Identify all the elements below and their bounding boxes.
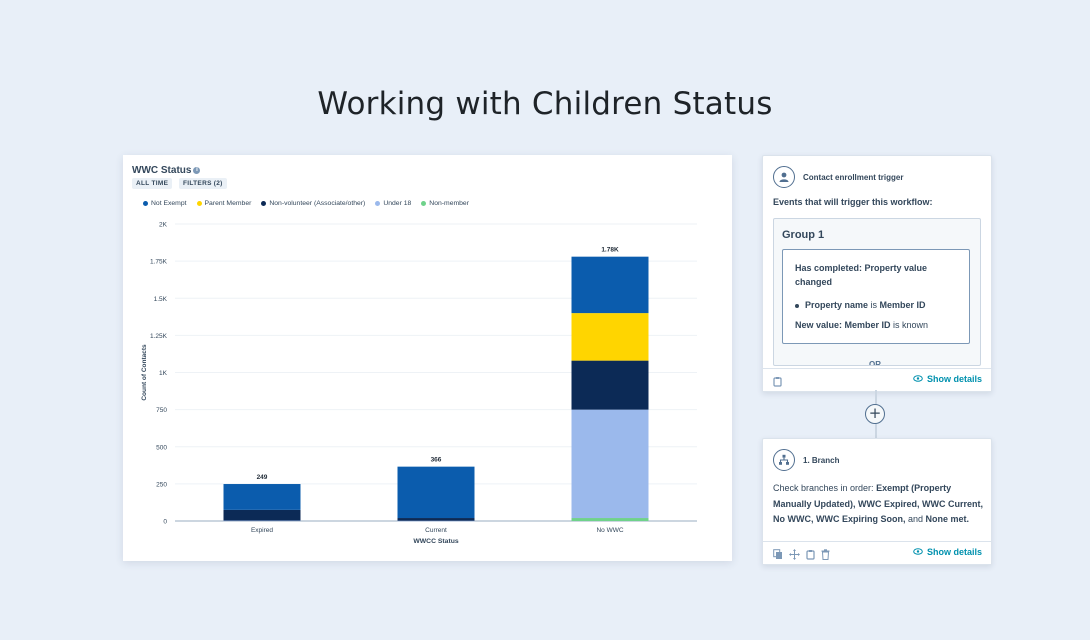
copy-icon[interactable] xyxy=(773,547,783,565)
x-tick-label: Expired xyxy=(251,527,273,534)
eye-icon xyxy=(913,547,923,557)
branch-description: Check branches in order: Exempt (Propert… xyxy=(773,483,984,524)
report-title-text: WWC Status xyxy=(132,165,192,176)
enrollment-trigger-card[interactable]: Contact enrollment trigger Events that w… xyxy=(762,155,992,392)
all-time-filter-chip[interactable]: ALL TIME xyxy=(132,178,173,189)
legend-label: Non-member xyxy=(429,200,469,207)
trigger-card-footer: Show details xyxy=(763,368,991,391)
branch-card[interactable]: 1. Branch Check branches in order: Exemp… xyxy=(762,438,992,565)
trigger-condition[interactable]: Has completed: Property value changed Pr… xyxy=(782,249,970,344)
y-tick-label: 1.75K xyxy=(150,259,168,266)
y-tick-label: 1.5K xyxy=(154,296,168,303)
legend-item[interactable]: Non-volunteer (Associate/other) xyxy=(261,200,365,207)
eye-icon xyxy=(913,374,923,384)
connector-line xyxy=(875,390,877,404)
show-details-button[interactable]: Show details xyxy=(913,547,982,557)
y-tick-label: 2K xyxy=(159,222,168,229)
legend-label: Parent Member xyxy=(204,200,252,207)
connector-line xyxy=(875,424,877,438)
filters-chip[interactable]: FILTERS (2) xyxy=(179,178,227,189)
contact-icon xyxy=(773,166,795,188)
branch-header: 1. Branch xyxy=(803,455,840,465)
legend-dot xyxy=(196,201,202,206)
clipboard-icon[interactable] xyxy=(773,374,782,392)
bar-segment[interactable] xyxy=(223,484,301,510)
legend-item[interactable]: Under 18 xyxy=(375,200,411,207)
legend-label: Non-volunteer (Associate/other) xyxy=(269,200,366,207)
or-divider: OR xyxy=(869,360,881,366)
bar-segment[interactable] xyxy=(571,313,649,361)
info-icon[interactable]: i xyxy=(193,167,201,174)
x-axis-title: WWCC Status xyxy=(413,538,459,545)
legend-dot xyxy=(143,201,148,206)
bar-total-label: 249 xyxy=(257,474,268,481)
bar-segment[interactable] xyxy=(571,518,649,521)
x-tick-label: Current xyxy=(425,527,447,534)
bar-total-label: 366 xyxy=(431,457,442,464)
show-details-label: Show details xyxy=(926,374,982,384)
report-card: WWC Status i ALL TIME FILTERS (2) Not Ex… xyxy=(123,155,732,561)
legend-dot xyxy=(421,201,427,206)
show-details-button[interactable]: Show details xyxy=(913,374,982,384)
branch-icon xyxy=(773,449,795,471)
legend-item[interactable]: Not Exempt xyxy=(143,200,187,207)
trigger-group[interactable]: Group 1 Has completed: Property value ch… xyxy=(773,218,981,366)
bar-segment[interactable] xyxy=(571,409,649,519)
legend-label: Not Exempt xyxy=(151,200,187,207)
group-title: Group 1 xyxy=(782,229,825,241)
y-axis-title: Count of Contacts xyxy=(141,344,148,401)
stacked-bar-chart: 0 250 500 750 1K 1.25K 1.5K 1.75K 2K Count of Con… xyxy=(141,222,697,545)
legend-dot xyxy=(261,201,267,206)
bar-segment[interactable] xyxy=(223,520,301,522)
legend-item[interactable]: Parent Member xyxy=(196,200,252,207)
bar-total-label: 1.78K xyxy=(601,247,619,254)
trigger-header: Contact enrollment trigger xyxy=(803,172,904,182)
trash-icon[interactable] xyxy=(821,547,830,565)
y-tick-label: 0 xyxy=(163,519,167,526)
bar-segment[interactable] xyxy=(223,509,301,521)
x-tick-label: No WWC xyxy=(596,527,623,534)
bullet-icon xyxy=(795,303,799,308)
branch-card-footer: Show details xyxy=(763,541,991,564)
bar-segment[interactable] xyxy=(571,360,649,410)
y-tick-label: 250 xyxy=(156,481,167,488)
page-title: Working with Children Status xyxy=(317,86,773,122)
events-label: Events that will trigger this workflow: xyxy=(773,197,933,207)
condition-value-line: New value: Member ID is known xyxy=(795,320,929,330)
y-tick-label: 750 xyxy=(156,407,167,414)
condition-title: Has completed: Property value changed xyxy=(795,263,928,287)
show-details-label: Show details xyxy=(926,547,982,557)
legend-label: Under 18 xyxy=(383,200,412,207)
y-tick-label: 1.25K xyxy=(150,333,168,340)
legend-dot xyxy=(375,201,381,206)
add-action-button[interactable]: + xyxy=(865,404,885,424)
bar-segment[interactable] xyxy=(397,518,475,521)
bar-segment[interactable] xyxy=(397,466,475,519)
chart-legend: Not Exempt Parent Member Non-volunteer (… xyxy=(143,200,469,207)
report-title[interactable]: WWC Status i xyxy=(132,165,201,176)
bar-segment[interactable] xyxy=(571,256,649,314)
legend-item[interactable]: Non-member xyxy=(421,200,469,207)
move-icon[interactable] xyxy=(789,547,800,565)
bar-segment[interactable] xyxy=(397,520,475,522)
y-tick-label: 1K xyxy=(159,370,168,377)
y-tick-label: 500 xyxy=(156,444,167,451)
condition-property-line: Property name is Member ID xyxy=(795,300,926,310)
clipboard-icon[interactable] xyxy=(806,547,815,565)
